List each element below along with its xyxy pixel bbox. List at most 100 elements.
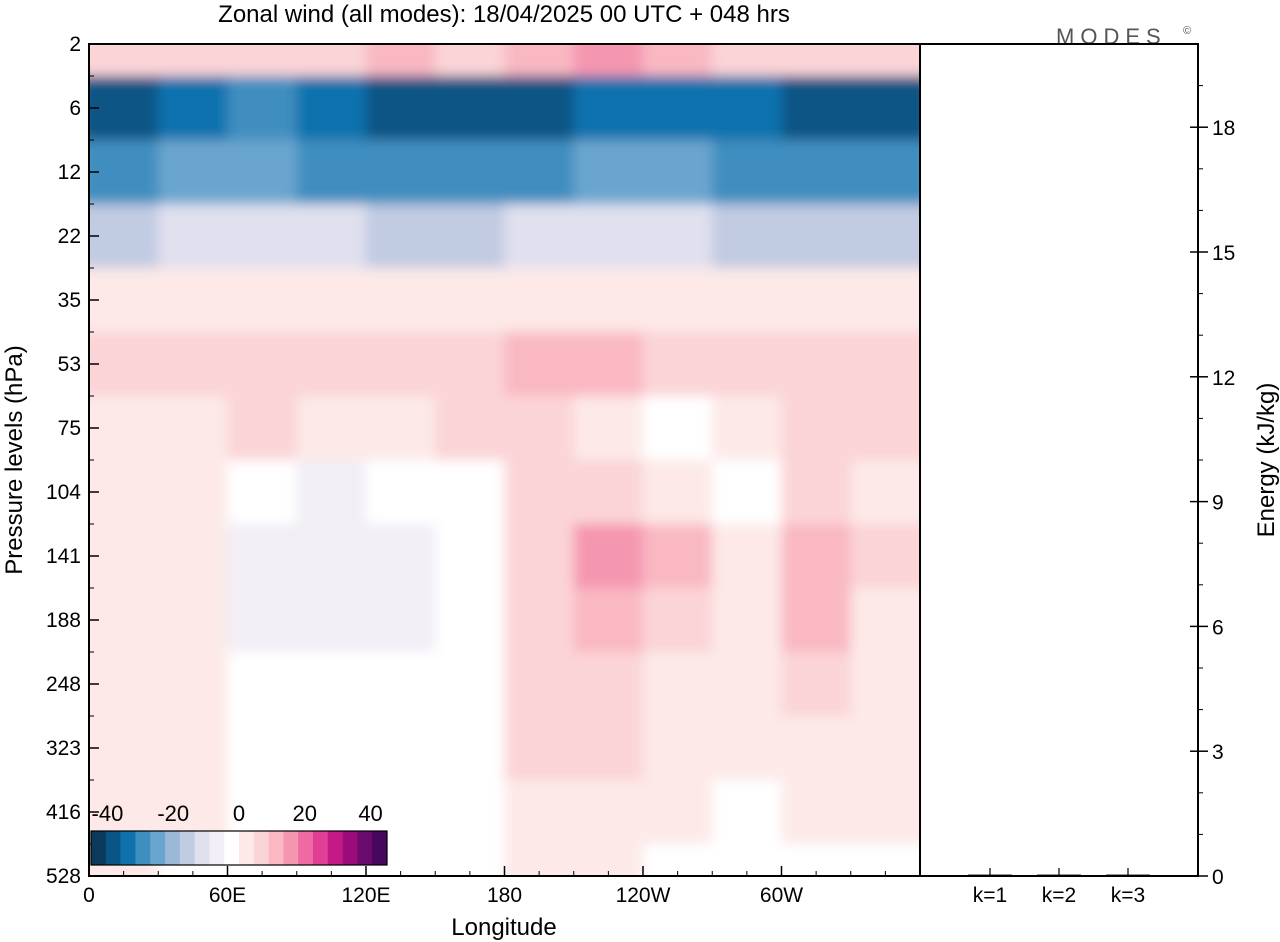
x-tick-label: 60E [209,884,246,907]
colorbar-tick-label: 0 [233,801,245,826]
heatmap-cell [850,76,920,141]
y-tick-label: 75 [58,417,81,440]
heatmap-cell [573,396,644,461]
heatmap-cell [366,76,436,141]
heatmap-cell [504,204,575,269]
heatmap-cell [712,268,782,333]
mode-axis: k=1 k=2 k=3 [973,868,1145,907]
heatmap-cell [296,588,367,653]
colorbar-frame [90,830,388,866]
heatmap-field [89,44,920,876]
heatmap-cell [850,268,920,333]
heatmap-cell [227,524,298,589]
colorbar-tick-label: 40 [358,801,382,826]
y-tick-label: 188 [46,609,81,632]
colorbar-swatch [253,831,269,865]
heatmap-cell [435,780,505,845]
colorbar-swatch [268,831,284,865]
energy-tick-label: 12 [1212,367,1235,390]
heatmap-cell [712,652,782,717]
colorbar-swatch [313,831,329,865]
colorbar-swatch [224,831,240,865]
y-tick-label: 35 [58,289,81,312]
heatmap-cell [573,524,644,589]
heatmap-cell [643,396,713,461]
y-tick-label: 104 [46,481,81,504]
heatmap-cell [366,268,436,333]
colorbar-swatch [91,831,107,865]
heatmap-cell [435,844,505,876]
heatmap-cell [643,76,713,141]
heatmap-cell [158,204,228,269]
heatmap-cell [712,204,782,269]
energy-axis: 0 3 6 9 12 15 18 [1190,85,1235,889]
energy-tick-label: 3 [1212,741,1224,764]
colorbar-swatch [298,831,314,865]
heatmap-cell [89,396,159,461]
heatmap-cell [296,44,367,77]
colorbar-swatch [120,831,136,865]
heatmap-cell [781,780,852,845]
heatmap-cell [366,396,436,461]
energy-tick-label: 15 [1212,242,1235,265]
heatmap-cell [366,652,436,717]
heatmap-cell [643,588,713,653]
colorbar-tick-label: 20 [293,801,317,826]
heatmap-cell [504,396,575,461]
heatmap-cell [850,204,920,269]
y-tick-label: 528 [46,865,81,888]
heatmap-cell [227,588,298,653]
x-tick-label: 120W [616,884,671,907]
y-tick-label: 6 [69,97,81,120]
heatmap-cell [573,268,644,333]
heatmap-cell [504,524,575,589]
heatmap-cell [712,780,782,845]
heatmap-cell [158,396,228,461]
heatmap-cell [781,44,852,77]
x-tick-label: 120E [341,884,390,907]
heatmap-cell [366,460,436,525]
heatmap-cell [366,44,436,77]
heatmap-cell [435,76,505,141]
heatmap-cell [227,204,298,269]
colorbar-swatch [209,831,225,865]
heatmap-cell [850,44,920,77]
heatmap-cell [435,140,505,205]
heatmap-cell [712,524,782,589]
y-tick-label: 141 [46,545,81,568]
heatmap-cell [158,524,228,589]
colorbar-swatch [165,831,181,865]
heatmap-cell [296,204,367,269]
heatmap-cell [850,140,920,205]
heatmap-cell [643,780,713,845]
heatmap-cell [712,396,782,461]
heatmap-cell [850,588,920,653]
heatmap-cell [158,76,228,141]
chart-title: Zonal wind (all modes): 18/04/2025 00 UT… [218,1,790,28]
energy-tick-label: 6 [1212,616,1224,639]
heatmap-cell [89,524,159,589]
heatmap-cell [227,268,298,333]
colorbar-swatch [327,831,343,865]
heatmap-cell [227,140,298,205]
heatmap-cell [643,268,713,333]
heatmap-cell [89,204,159,269]
heatmap-cell [573,460,644,525]
heatmap-cell [781,716,852,781]
colorbar-swatch [283,831,299,865]
heatmap-cell [573,140,644,205]
heatmap-cell [366,204,436,269]
heatmap-cell [850,844,920,876]
heatmap-cell [781,332,852,397]
heatmap-cell [573,76,644,141]
heatmap-cell [850,396,920,461]
heatmap-cell [573,844,644,876]
heatmap-cell [850,524,920,589]
heatmap-cell [643,204,713,269]
heatmap-cell [366,588,436,653]
heatmap-cell [296,396,367,461]
heatmap-cell [781,396,852,461]
heatmap-cell [158,332,228,397]
heatmap-cell [89,140,159,205]
heatmap-cell [435,460,505,525]
